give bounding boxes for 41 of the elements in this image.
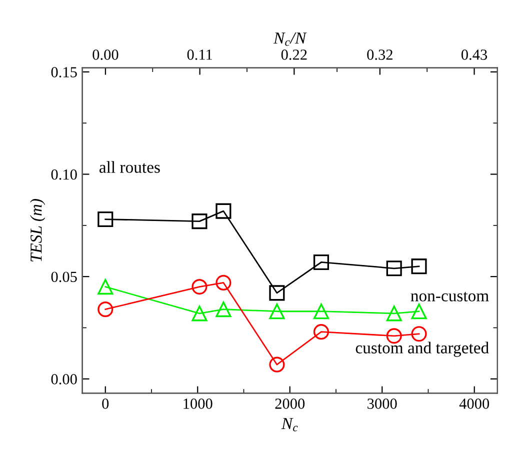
annotation: all routes <box>100 161 160 173</box>
x2-tick-label: 0.11 <box>187 50 212 60</box>
x2-tick-label: 0.00 <box>92 50 118 60</box>
point <box>386 260 402 276</box>
point <box>216 203 232 219</box>
x-tick-label: 4000 <box>459 398 490 409</box>
point <box>411 326 427 342</box>
x2-tick-label: 0.32 <box>367 50 392 60</box>
point <box>411 304 427 320</box>
y-tick-label: 0.00 <box>51 374 77 384</box>
point <box>216 302 232 318</box>
point <box>98 211 114 228</box>
point <box>313 304 330 320</box>
point <box>313 254 330 270</box>
point <box>313 324 330 340</box>
point <box>269 285 285 301</box>
point <box>411 258 427 274</box>
y-tick-label: 0.10 <box>51 169 77 180</box>
point <box>192 214 208 230</box>
x-axis-title: N$_{c}$ <box>281 418 298 432</box>
point <box>386 306 402 322</box>
point <box>216 274 232 290</box>
x2-tick-label: 0.22 <box>281 50 307 60</box>
point <box>269 356 285 372</box>
point <box>98 279 114 295</box>
x-tick-label: 3000 <box>368 398 397 409</box>
annotation: custom and targeted <box>356 342 489 357</box>
point <box>386 328 402 344</box>
x2-axis-title: N$_{c}$/N <box>273 32 307 46</box>
annotation: non-custom <box>410 292 489 302</box>
x2-tick-label: 0.43 <box>461 50 488 60</box>
point <box>192 306 208 322</box>
y-axis-title: TESL (m) <box>30 199 46 262</box>
y-tick-label: 0.05 <box>51 272 77 282</box>
y-tick-label: 0.15 <box>51 67 77 78</box>
x-tick-label: 0 <box>102 398 109 409</box>
point <box>269 304 285 320</box>
x-tick-label: 1000 <box>184 398 212 409</box>
x-tick-label: 2000 <box>275 398 305 409</box>
point <box>98 302 114 318</box>
point <box>192 279 208 295</box>
